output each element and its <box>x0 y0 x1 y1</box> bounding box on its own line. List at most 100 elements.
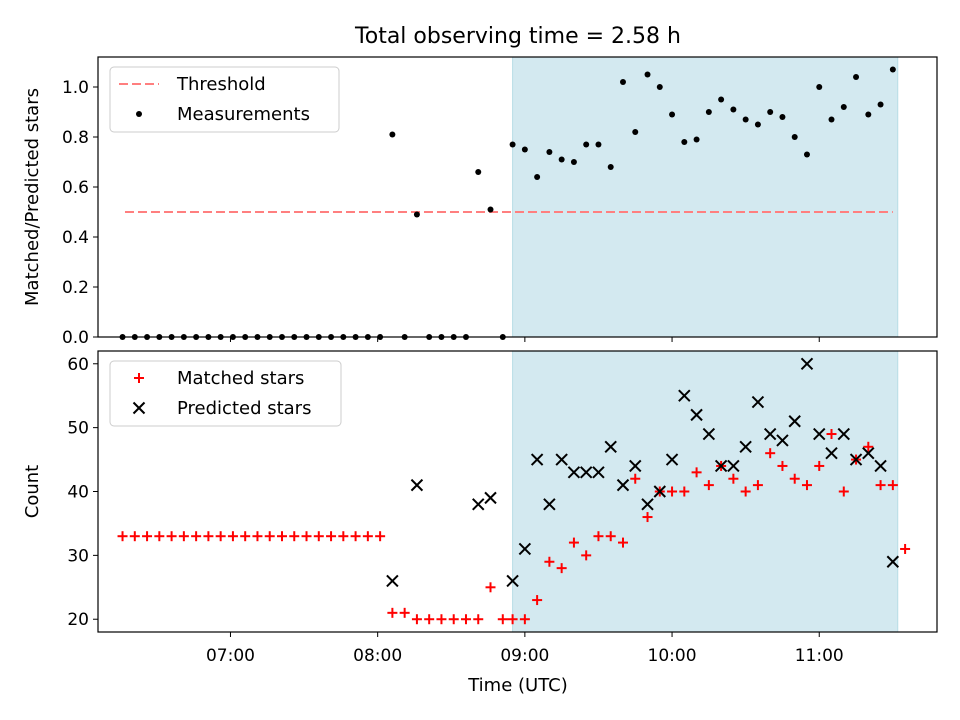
marker-stroke <box>472 498 485 511</box>
matched-star-marker <box>630 473 641 484</box>
y-tick-label: 50 <box>67 419 89 439</box>
measurement-point <box>509 141 516 148</box>
x-tick-label: 08:00 <box>353 646 402 666</box>
marker-stroke <box>886 555 900 568</box>
marker-stroke <box>410 478 424 492</box>
marker-stroke <box>776 434 789 447</box>
matched-star-marker <box>350 531 361 542</box>
matched-star-marker <box>777 460 788 471</box>
measurement-point <box>816 84 823 90</box>
marker-stroke <box>518 542 532 556</box>
matched-star-marker <box>617 537 628 548</box>
measurement-point <box>632 129 639 135</box>
marker-stroke <box>678 389 691 402</box>
measurement-point <box>840 104 847 110</box>
measurement-point <box>705 109 712 115</box>
matched-star-marker <box>814 460 825 471</box>
matched-star-marker <box>227 531 238 542</box>
marker-stroke <box>665 453 679 466</box>
y-tick-label: 1.0 <box>62 78 89 98</box>
measurement-point <box>754 121 761 128</box>
marker-stroke <box>763 427 777 441</box>
measurement-point <box>681 139 688 145</box>
y-tick-label: 60 <box>67 355 89 375</box>
measurement-point <box>693 136 700 143</box>
y-axis-label: Matched/Predicted stars <box>22 88 43 306</box>
measurement-point <box>791 134 798 140</box>
predicted-star-marker <box>616 478 630 492</box>
matched-star-marker <box>838 486 849 497</box>
matched-star-marker <box>387 607 398 618</box>
measurement-point <box>570 159 577 165</box>
predicted-star-marker <box>410 478 424 492</box>
marker-stroke <box>567 466 581 479</box>
marker-stroke <box>530 453 544 466</box>
matched-star-marker <box>485 582 496 593</box>
predicted-star-marker <box>776 434 789 447</box>
y-tick-label: 20 <box>67 610 89 630</box>
measurement-point <box>644 71 651 78</box>
x-axis-label: Time (UTC) <box>467 675 568 696</box>
legend: Threshold Measurements <box>109 66 340 133</box>
marker-stroke <box>629 459 642 473</box>
plot-frame <box>97 56 938 338</box>
predicted-star-marker <box>825 446 838 460</box>
matched-star-marker <box>789 473 800 484</box>
matched-star-marker <box>728 473 739 484</box>
matched-star-marker <box>691 467 702 478</box>
matched-star-marker <box>507 614 518 625</box>
measurement-point <box>583 141 590 148</box>
predicted-star-marker <box>690 408 703 422</box>
legend-measurement-swatch <box>136 111 142 117</box>
predicted-star-marker <box>629 459 642 473</box>
marker-stroke <box>653 485 666 498</box>
predicted-star-marker <box>472 498 485 511</box>
predicted-star-marker <box>849 453 863 466</box>
predicted-star-marker <box>862 446 875 460</box>
predicted-star-marker <box>739 440 752 454</box>
measurement-point <box>730 106 737 113</box>
predicted-star-marker <box>592 466 605 479</box>
marker-stroke <box>702 427 716 441</box>
matched-star-marker <box>326 531 337 542</box>
y-tick-label: 0.6 <box>62 178 89 198</box>
predicted-star-marker <box>886 555 900 568</box>
x-tick-label: 10:00 <box>648 646 697 666</box>
measurement-point <box>619 79 626 85</box>
legend-label: Threshold <box>176 74 266 95</box>
matched-star-marker <box>460 614 471 625</box>
marker-stroke <box>592 466 605 479</box>
marker-stroke <box>543 498 556 511</box>
matched-star-marker <box>301 531 312 542</box>
legend-predicted-swatch <box>132 401 146 415</box>
y-tick-label: 0.4 <box>62 228 89 248</box>
matched-star-marker <box>375 531 386 542</box>
matched-star-marker <box>338 531 349 542</box>
predicted-star-marker <box>530 453 544 466</box>
matched-star-marker <box>568 537 579 548</box>
matched-star-marker <box>593 531 604 542</box>
matched-star-marker <box>532 595 543 606</box>
y-tick-label: 0.8 <box>62 128 89 148</box>
predicted-star-marker <box>484 491 497 505</box>
predicted-star-marker <box>763 427 777 441</box>
measurement-point <box>607 164 614 170</box>
y-tick-label: 0.2 <box>62 278 89 298</box>
matched-star-marker <box>191 531 202 542</box>
x-tick-label: 11:00 <box>795 646 844 666</box>
matched-star-marker <box>362 531 373 542</box>
matched-star-marker <box>740 486 751 497</box>
matched-star-marker <box>252 531 263 542</box>
matched-star-marker <box>765 448 776 459</box>
marker-stroke <box>788 415 801 428</box>
count-panel: 20 30 40 50 60 07:00 08:00 09:00 10:00 11:00 Count… <box>22 350 938 666</box>
matched-star-marker <box>473 614 484 625</box>
matched-star-marker <box>826 429 837 440</box>
matched-star-marker <box>178 531 189 542</box>
plot-frame <box>97 350 938 633</box>
matched-star-marker <box>240 531 251 542</box>
marker-stroke <box>800 357 814 370</box>
marker-stroke <box>862 446 875 460</box>
matched-star-marker <box>313 531 324 542</box>
